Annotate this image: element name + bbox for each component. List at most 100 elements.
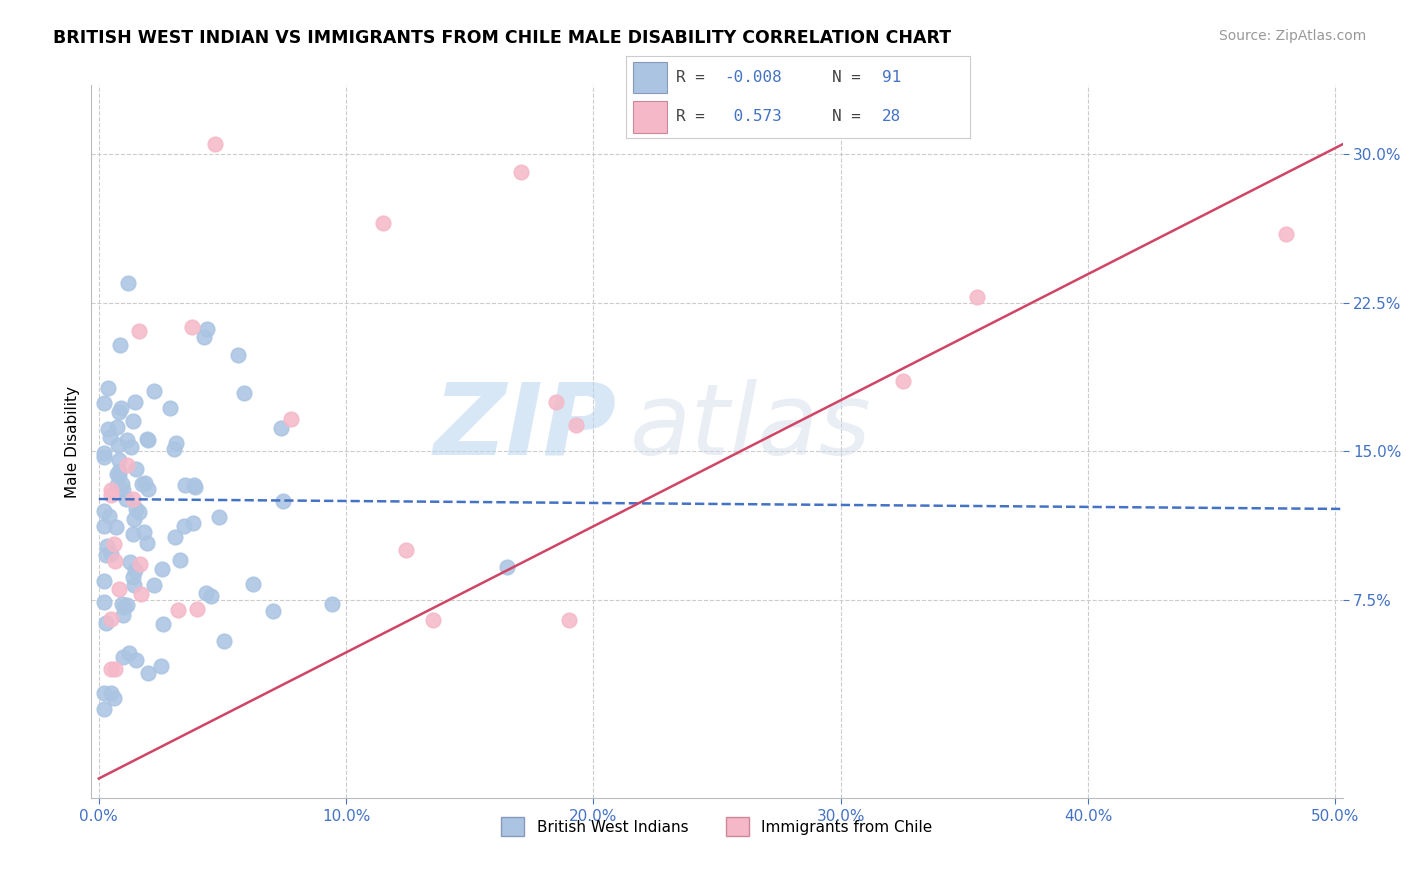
Point xyxy=(136,666,159,681)
Text: atlas: atlas xyxy=(630,379,872,475)
Point xyxy=(546,395,568,409)
Point xyxy=(115,598,138,612)
Point xyxy=(1275,227,1298,241)
Point xyxy=(212,634,235,648)
Point xyxy=(105,420,128,434)
Text: 91: 91 xyxy=(883,70,901,85)
Point xyxy=(136,432,159,446)
Point xyxy=(136,483,159,497)
Point xyxy=(159,401,181,415)
Point xyxy=(93,518,115,533)
Point xyxy=(136,433,159,447)
Point xyxy=(165,530,187,544)
Point xyxy=(169,553,191,567)
Point xyxy=(120,440,142,454)
Point xyxy=(120,555,142,569)
Point xyxy=(97,381,120,395)
Point xyxy=(129,558,152,572)
Point xyxy=(111,597,134,611)
Point xyxy=(111,476,134,491)
Text: 0.573: 0.573 xyxy=(724,110,782,124)
Y-axis label: Male Disability: Male Disability xyxy=(65,385,80,498)
Point xyxy=(103,537,125,551)
Point xyxy=(181,319,204,334)
Point xyxy=(125,461,148,475)
Point xyxy=(112,483,135,497)
Point xyxy=(125,652,148,666)
Point xyxy=(93,686,115,700)
Point xyxy=(966,290,988,304)
Point xyxy=(173,519,195,533)
Point xyxy=(208,509,231,524)
Point xyxy=(565,418,588,433)
Point xyxy=(131,476,153,491)
Point xyxy=(183,478,205,492)
Point xyxy=(173,478,195,492)
Point xyxy=(280,412,302,426)
Point xyxy=(118,646,141,660)
Point xyxy=(93,504,115,518)
Point xyxy=(166,436,188,450)
Text: R =: R = xyxy=(676,70,714,85)
Text: N =: N = xyxy=(832,110,870,124)
Point xyxy=(104,663,127,677)
Text: BRITISH WEST INDIAN VS IMMIGRANTS FROM CHILE MALE DISABILITY CORRELATION CHART: BRITISH WEST INDIAN VS IMMIGRANTS FROM C… xyxy=(53,29,952,47)
Point xyxy=(163,442,186,456)
Point xyxy=(100,483,122,497)
Point xyxy=(117,458,139,472)
Point xyxy=(125,502,148,516)
Point xyxy=(142,578,165,592)
Point xyxy=(105,477,128,491)
Text: N =: N = xyxy=(832,70,870,85)
Text: R =: R = xyxy=(676,110,714,124)
Point xyxy=(183,516,205,531)
Point xyxy=(134,475,156,490)
Point xyxy=(122,578,145,592)
Point xyxy=(112,599,135,614)
Text: 28: 28 xyxy=(883,110,901,124)
Point xyxy=(150,562,173,576)
Point xyxy=(183,480,205,494)
Point xyxy=(96,539,118,553)
Point xyxy=(97,422,120,436)
Point xyxy=(105,467,128,482)
Point xyxy=(100,686,122,700)
Point xyxy=(114,492,136,507)
Point xyxy=(117,276,139,290)
Point xyxy=(103,690,125,705)
Point xyxy=(422,613,444,627)
Point xyxy=(262,604,284,618)
Point xyxy=(373,217,395,231)
Point xyxy=(100,612,122,626)
Point xyxy=(142,384,165,399)
Point xyxy=(394,543,416,558)
Point xyxy=(200,589,222,603)
Point xyxy=(100,663,122,677)
Point xyxy=(108,464,131,478)
FancyBboxPatch shape xyxy=(633,62,666,93)
Point xyxy=(128,505,150,519)
Point xyxy=(136,536,159,550)
Point xyxy=(96,615,118,630)
Point xyxy=(226,348,249,362)
Point xyxy=(121,570,143,584)
Point xyxy=(509,165,531,179)
Point xyxy=(121,527,143,541)
Point xyxy=(495,560,517,574)
Point xyxy=(121,415,143,429)
Point xyxy=(128,325,150,339)
Legend: British West Indians, Immigrants from Chile: British West Indians, Immigrants from Ch… xyxy=(495,811,939,842)
Point xyxy=(152,617,174,632)
Point xyxy=(93,702,115,716)
Point xyxy=(891,374,914,388)
Point xyxy=(194,585,217,599)
Point xyxy=(100,547,122,561)
Point xyxy=(107,405,129,419)
Point xyxy=(242,577,264,591)
Point xyxy=(98,509,121,524)
Point xyxy=(122,512,145,526)
Point xyxy=(108,468,131,483)
Point xyxy=(124,395,146,409)
Point xyxy=(98,430,121,444)
Point xyxy=(112,607,135,622)
